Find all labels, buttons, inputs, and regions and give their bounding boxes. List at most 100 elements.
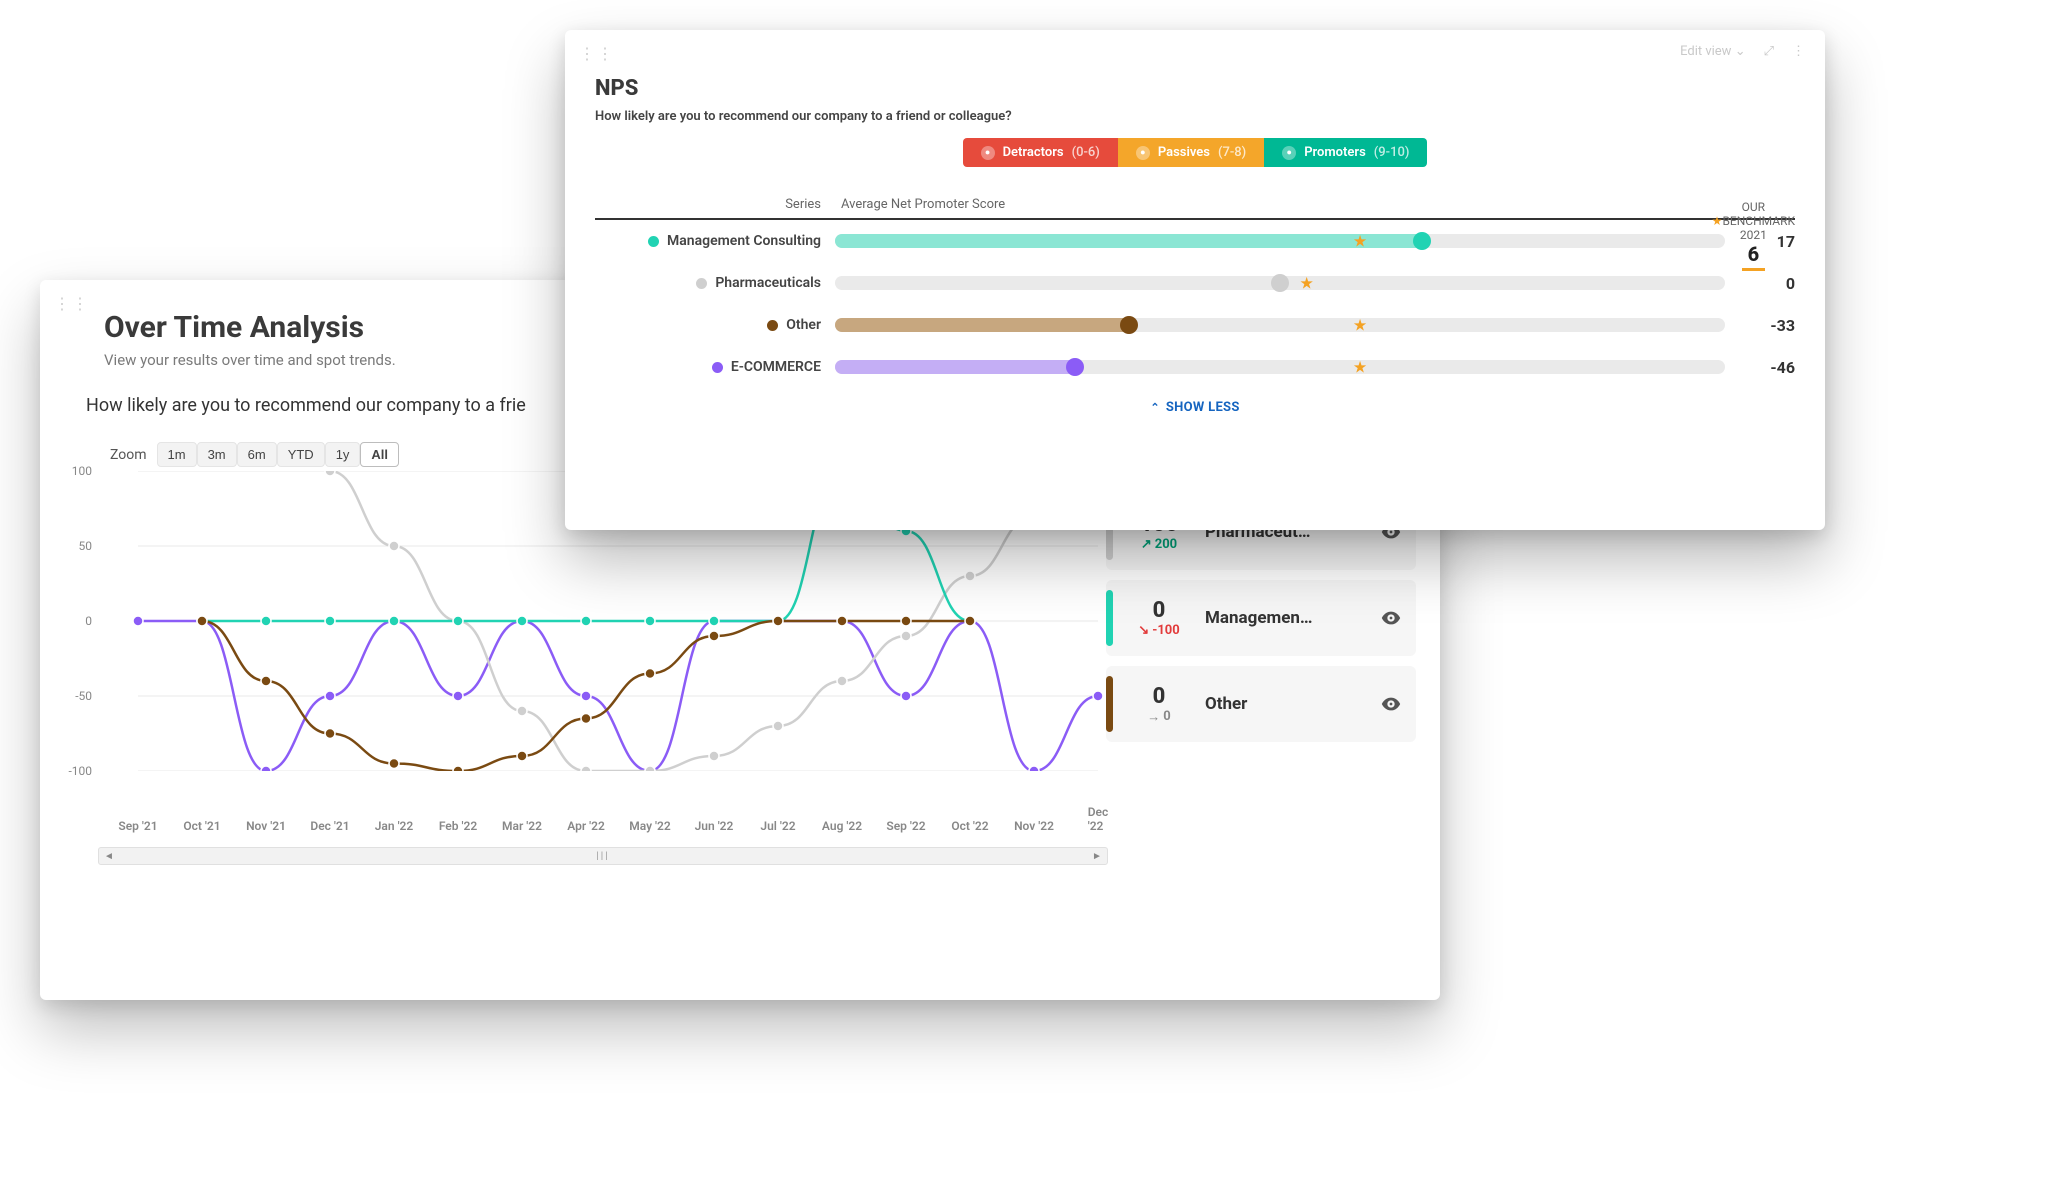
- zoom-1y-button[interactable]: 1y: [325, 442, 361, 467]
- series-point[interactable]: [709, 616, 719, 626]
- drag-handle-icon[interactable]: ⋮⋮: [579, 44, 615, 63]
- nps-row: E-COMMERCE★-46: [595, 346, 1795, 388]
- star-icon: ★: [1712, 214, 1723, 228]
- nps-bar: ★: [835, 234, 1725, 248]
- series-point[interactable]: [709, 631, 719, 641]
- benchmark-star-icon: ★: [1353, 232, 1367, 251]
- benchmark-star-icon: ★: [1353, 358, 1367, 377]
- series-point[interactable]: [1029, 766, 1039, 771]
- series-point[interactable]: [901, 631, 911, 641]
- series-point[interactable]: [901, 616, 911, 626]
- series-card[interactable]: 0→ 0Other: [1106, 666, 1416, 742]
- benchmark-star-icon: ★: [1300, 274, 1314, 293]
- series-values: 0→ 0: [1123, 684, 1195, 725]
- nps-row: Pharmaceuticals★0: [595, 262, 1795, 304]
- nps-row: Other★-33: [595, 304, 1795, 346]
- series-value: 0: [1123, 598, 1195, 623]
- nps-bar: ★: [835, 318, 1725, 332]
- series-point[interactable]: [261, 676, 271, 686]
- nps-title: NPS: [595, 76, 1799, 101]
- series-point[interactable]: [133, 616, 143, 626]
- series-values: 0↘ -100: [1123, 598, 1195, 638]
- series-point[interactable]: [453, 691, 463, 701]
- series-point[interactable]: [773, 721, 783, 731]
- benchmark-line1: OUR: [1712, 200, 1795, 214]
- series-point[interactable]: [325, 616, 335, 626]
- zoom-3m-button[interactable]: 3m: [197, 442, 237, 467]
- visibility-toggle-icon[interactable]: [1380, 607, 1402, 629]
- chart-scrollbar[interactable]: ◄ ||| ►: [98, 847, 1108, 865]
- series-label: Management Consulting: [595, 233, 835, 249]
- chevron-up-icon: ⌃: [1150, 401, 1160, 414]
- chevron-down-icon: ⌄: [1735, 44, 1746, 59]
- scroll-right-icon[interactable]: ►: [1091, 850, 1103, 862]
- x-tick-label: Sep '22: [886, 819, 925, 833]
- series-point[interactable]: [517, 751, 527, 761]
- trend-arrow-icon: ↘: [1138, 623, 1149, 638]
- zoom-all-button[interactable]: All: [360, 442, 399, 467]
- legend-passives[interactable]: ●Passives(7-8): [1118, 138, 1264, 167]
- series-point[interactable]: [389, 541, 399, 551]
- legend-label: Promoters: [1304, 145, 1366, 160]
- edit-view-button[interactable]: Edit view ⌄: [1680, 44, 1746, 59]
- series-point[interactable]: [389, 616, 399, 626]
- nps-value: -33: [1725, 316, 1795, 335]
- series-point[interactable]: [645, 616, 655, 626]
- series-point[interactable]: [965, 616, 975, 626]
- bar-knob[interactable]: [1120, 316, 1138, 334]
- drag-handle-icon[interactable]: ⋮⋮: [54, 294, 90, 313]
- series-point[interactable]: [261, 766, 271, 771]
- series-point[interactable]: [773, 616, 783, 626]
- bar-knob[interactable]: [1066, 358, 1084, 376]
- series-card[interactable]: 0↘ -100Managemen…: [1106, 580, 1416, 656]
- series-point[interactable]: [581, 616, 591, 626]
- series-point[interactable]: [901, 691, 911, 701]
- series-point[interactable]: [325, 471, 335, 476]
- bar-fill: [835, 360, 1075, 374]
- nps-bar: ★: [835, 276, 1725, 290]
- scroll-handle-icon[interactable]: |||: [596, 851, 609, 862]
- series-point[interactable]: [517, 706, 527, 716]
- legend-dot-icon: ●: [1282, 146, 1296, 160]
- visibility-toggle-icon[interactable]: [1380, 693, 1402, 715]
- x-tick-label: Jan '22: [375, 819, 414, 833]
- series-point[interactable]: [261, 616, 271, 626]
- series-point[interactable]: [709, 751, 719, 761]
- series-point[interactable]: [837, 616, 847, 626]
- scroll-left-icon[interactable]: ◄: [103, 850, 115, 862]
- series-point[interactable]: [517, 616, 527, 626]
- series-point[interactable]: [325, 691, 335, 701]
- series-point[interactable]: [197, 616, 207, 626]
- series-point[interactable]: [1093, 691, 1103, 701]
- legend-promoters[interactable]: ●Promoters(9-10): [1264, 138, 1427, 167]
- expand-icon[interactable]: ⤢: [1764, 44, 1774, 59]
- zoom-1m-button[interactable]: 1m: [157, 442, 197, 467]
- series-point[interactable]: [581, 714, 591, 724]
- series-point[interactable]: [389, 759, 399, 769]
- legend-label: Passives: [1158, 145, 1210, 160]
- x-tick-label: Nov '21: [246, 819, 286, 833]
- zoom-6m-button[interactable]: 6m: [237, 442, 277, 467]
- series-point[interactable]: [325, 729, 335, 739]
- show-less-button[interactable]: ⌃SHOW LESS: [591, 400, 1799, 415]
- legend-detractors[interactable]: ●Detractors(0-6): [963, 138, 1118, 167]
- more-icon[interactable]: ⋮: [1792, 44, 1805, 59]
- x-tick-label: Oct '21: [183, 819, 220, 833]
- series-point[interactable]: [581, 691, 591, 701]
- series-dot-icon: [696, 278, 707, 289]
- series-point[interactable]: [453, 766, 463, 771]
- series-point[interactable]: [581, 766, 591, 771]
- series-point[interactable]: [645, 766, 655, 771]
- series-label: E-COMMERCE: [595, 359, 835, 375]
- series-point[interactable]: [837, 676, 847, 686]
- series-point[interactable]: [645, 669, 655, 679]
- series-point[interactable]: [453, 616, 463, 626]
- zoom-ytd-button[interactable]: YTD: [277, 442, 325, 467]
- series-dot-icon: [767, 320, 778, 331]
- bar-knob[interactable]: [1271, 274, 1289, 292]
- x-tick-label: Apr '22: [567, 819, 605, 833]
- series-point[interactable]: [965, 571, 975, 581]
- x-tick-label: Dec '21: [310, 819, 349, 833]
- series-color-bar: [1106, 676, 1113, 732]
- bar-knob[interactable]: [1413, 232, 1431, 250]
